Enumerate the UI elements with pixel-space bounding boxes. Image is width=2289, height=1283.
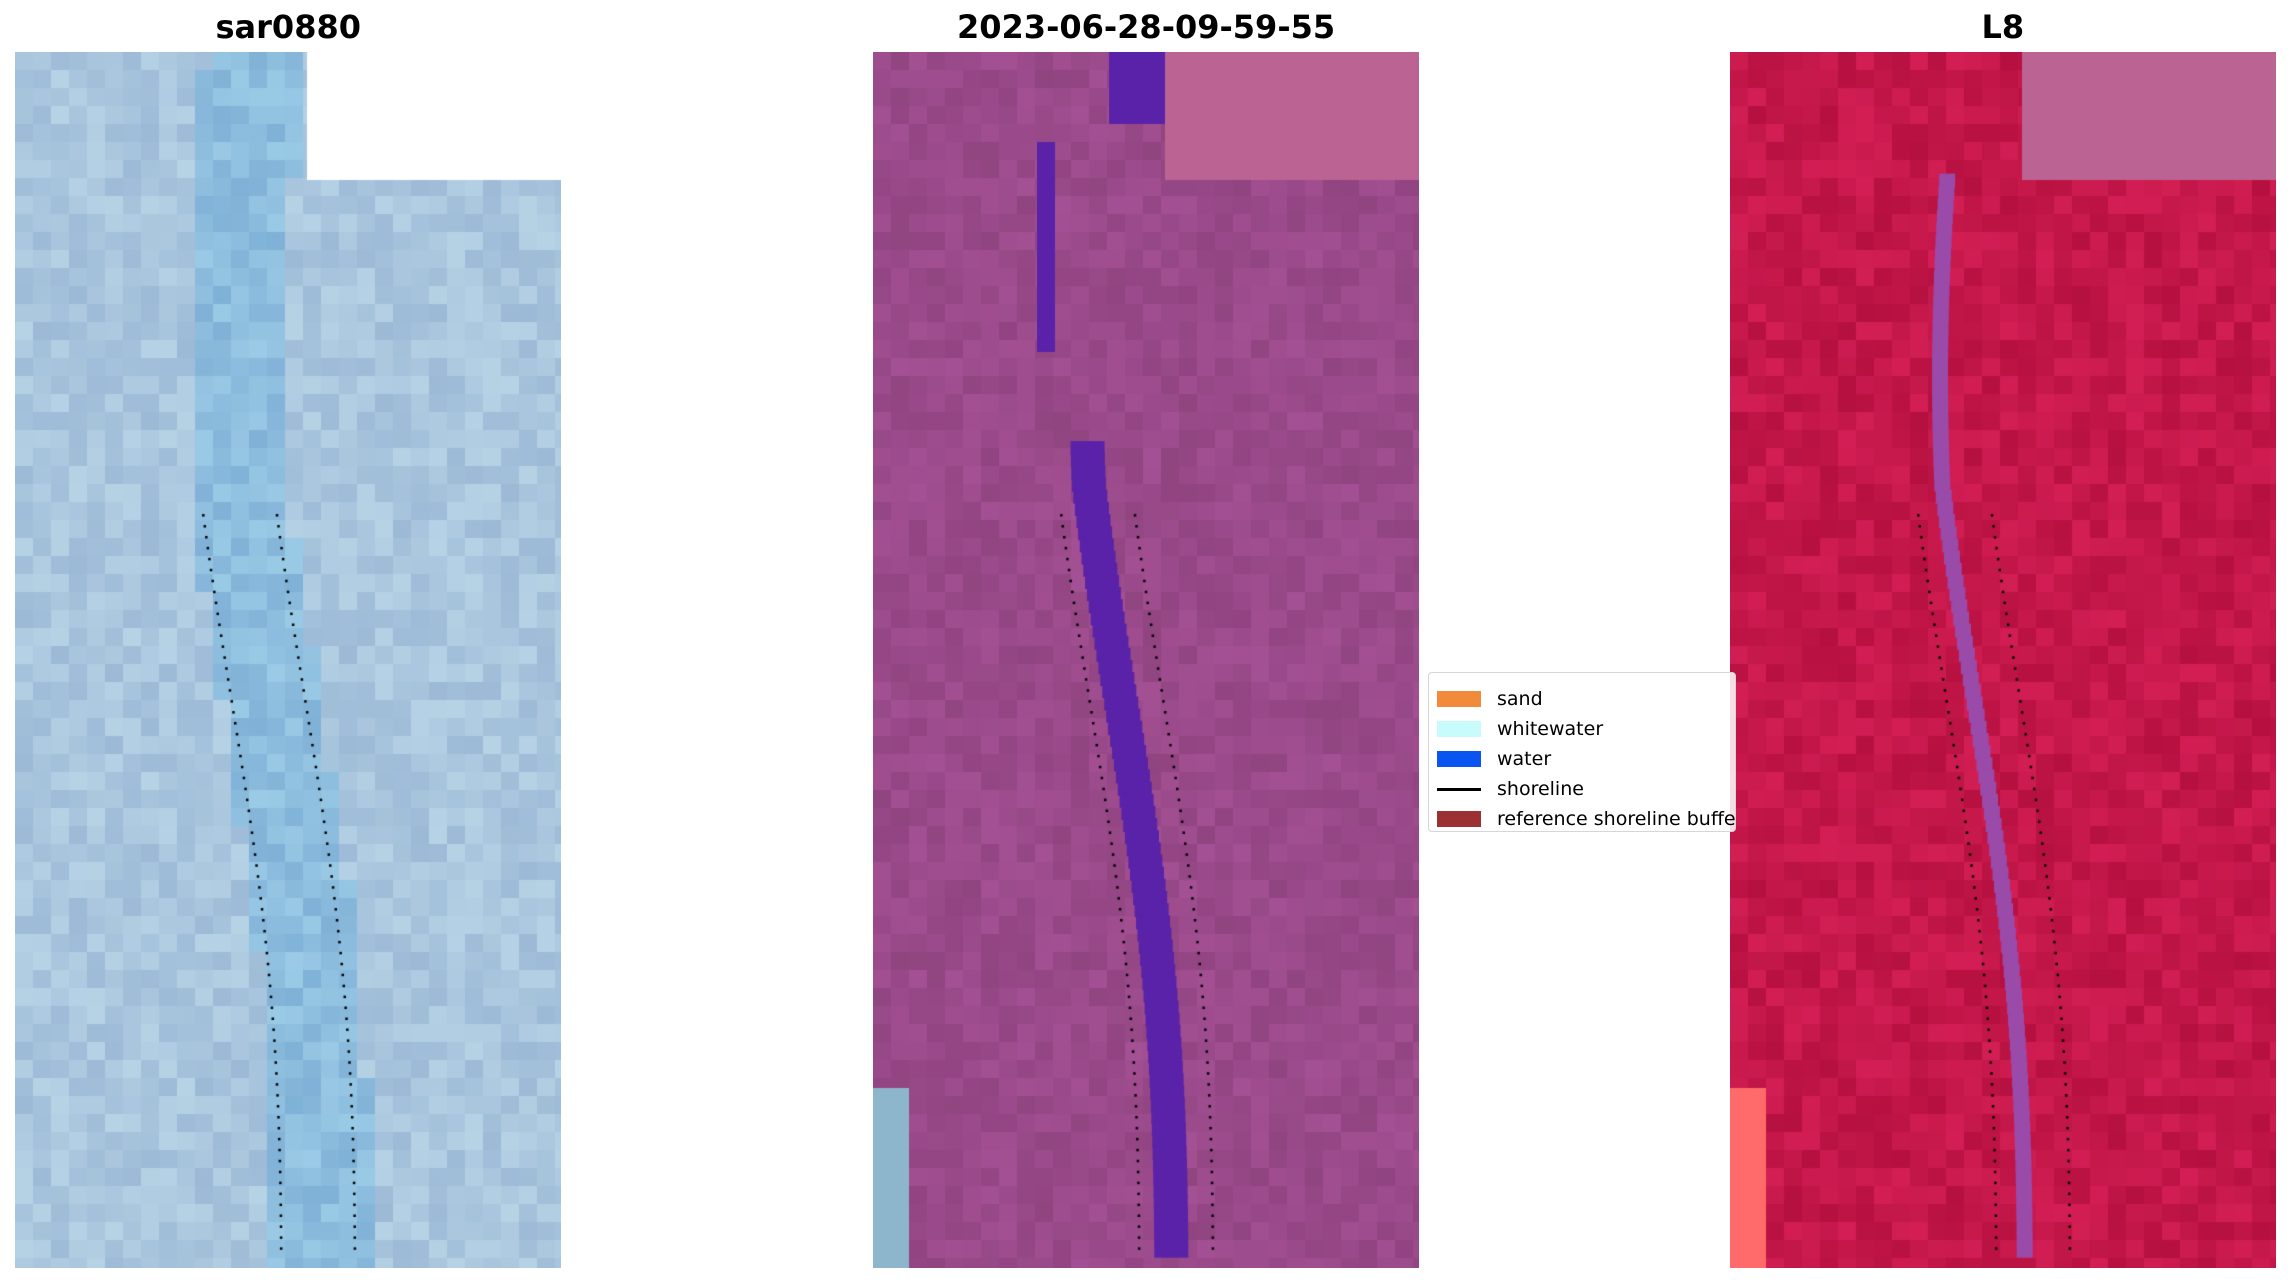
legend-label-water: water [1497,748,1552,770]
shoreline-line-icon [1437,787,1481,791]
panel-classified-image [873,52,1419,1268]
panel-sar-image [15,52,561,1268]
legend-label-reference-buffer: reference shoreline buffer [1497,808,1736,830]
legend-item-shoreline: shoreline [1437,777,1584,801]
panel-title-date: 2023-06-28-09-59-55 [957,8,1336,46]
reference-buffer-swatch [1437,811,1481,827]
panel-l8-image [1730,52,2276,1268]
panel-title-l8: L8 [1981,8,2025,46]
legend-label-sand: sand [1497,688,1543,710]
legend: sand whitewater water shoreline referenc… [1428,672,1736,832]
whitewater-swatch [1437,721,1481,737]
legend-label-shoreline: shoreline [1497,778,1584,800]
legend-item-sand: sand [1437,687,1543,711]
legend-label-whitewater: whitewater [1497,718,1604,740]
sand-swatch [1437,691,1481,707]
panel-title-sar: sar0880 [215,8,361,46]
legend-item-reference-buffer: reference shoreline buffer [1437,807,1736,831]
legend-item-water: water [1437,747,1551,771]
water-swatch [1437,751,1481,767]
legend-item-whitewater: whitewater [1437,717,1603,741]
